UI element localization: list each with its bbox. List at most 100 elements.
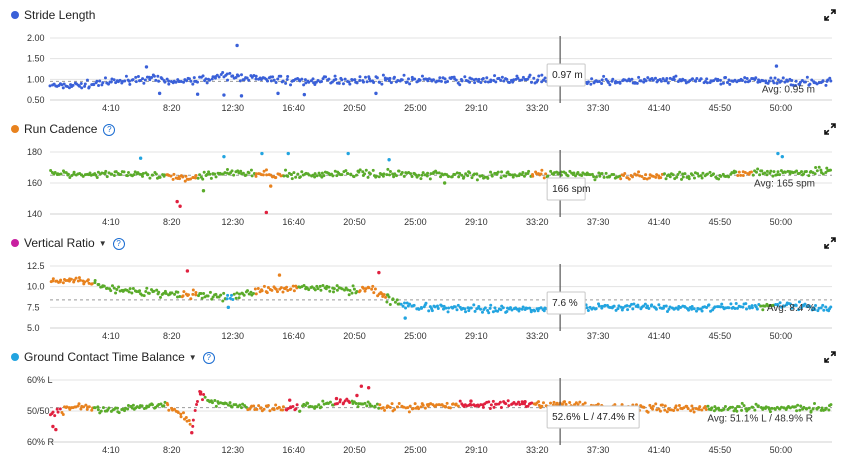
data-point — [642, 80, 646, 84]
data-point — [439, 175, 443, 179]
data-point — [368, 79, 372, 83]
data-point — [703, 404, 707, 408]
dropdown-caret-icon[interactable]: ▼ — [98, 239, 107, 248]
data-point — [77, 276, 81, 280]
data-point — [347, 293, 351, 297]
data-point — [282, 174, 286, 178]
data-point — [730, 171, 734, 175]
expand-arrows-icon[interactable] — [824, 237, 836, 249]
data-point — [242, 293, 246, 297]
data-point — [541, 401, 545, 405]
data-point — [188, 422, 192, 426]
data-point — [499, 78, 503, 82]
data-point — [700, 309, 704, 313]
data-point — [327, 77, 331, 81]
data-point — [487, 311, 491, 315]
data-point — [481, 77, 485, 81]
data-point — [260, 151, 264, 156]
data-point — [642, 304, 646, 308]
vertical-ratio-plot[interactable]: 12.5 10.0 7.5 5.0 4:10 8:20 12:30 16:40 20:50 25:… — [0, 236, 854, 346]
data-point — [198, 173, 202, 177]
data-point — [344, 169, 348, 173]
data-point — [274, 403, 278, 407]
data-point — [317, 403, 321, 407]
stride-length-plot[interactable]: 2.00 1.50 1.00 0.50 4:10 8:20 12:30 16:40 20:50 2… — [0, 8, 854, 118]
data-point — [176, 411, 180, 415]
data-point — [645, 304, 649, 308]
data-point — [817, 165, 821, 169]
data-point — [511, 175, 515, 179]
data-point — [254, 77, 258, 81]
data-point — [346, 172, 350, 176]
run-cadence-panel: Run Cadence? 180 160 140 4:10 8:20 12:30 16:40 2… — [0, 122, 854, 234]
data-point — [110, 172, 114, 176]
data-point — [355, 289, 359, 293]
data-point — [540, 168, 544, 172]
data-point — [79, 82, 83, 86]
x-tick-label: 41:40 — [648, 103, 671, 113]
data-point — [217, 75, 221, 79]
data-point — [269, 184, 273, 188]
x-tick-label: 8:20 — [163, 103, 181, 113]
data-point — [495, 172, 499, 176]
data-point — [691, 77, 695, 81]
help-circle-icon[interactable]: ? — [103, 124, 116, 136]
data-point — [526, 404, 530, 408]
help-circle-icon[interactable]: ? — [112, 238, 125, 250]
data-point — [783, 80, 787, 84]
data-point — [389, 81, 393, 85]
data-point — [716, 77, 720, 81]
stride-length-panel: Stride Length 2.00 1.50 1.00 0.50 4:10 8:20 12:… — [0, 8, 854, 120]
data-point — [382, 293, 386, 297]
gct-balance-plot[interactable]: 60% L 50/50 60% R 4:10 8:20 12:30 16:40 20:50 25… — [0, 350, 854, 460]
data-point — [454, 402, 458, 406]
data-point — [518, 402, 522, 406]
data-point — [489, 303, 493, 307]
data-point — [112, 174, 116, 178]
data-point — [173, 292, 177, 296]
data-point — [185, 79, 189, 83]
data-point — [110, 284, 114, 288]
data-point — [375, 76, 379, 80]
data-point — [365, 80, 369, 84]
data-point — [231, 74, 235, 78]
data-point — [401, 304, 405, 308]
data-point — [71, 83, 75, 87]
y-tick-label: 2.00 — [27, 33, 45, 43]
data-point — [61, 281, 65, 285]
data-point — [234, 403, 238, 407]
average-label: Avg: 0.95 m — [762, 84, 815, 95]
data-point — [140, 404, 144, 408]
expand-arrows-icon[interactable] — [824, 351, 836, 363]
data-point — [118, 78, 122, 82]
data-point — [662, 172, 666, 176]
data-point — [589, 82, 593, 86]
data-point — [659, 176, 663, 180]
data-point — [671, 173, 675, 177]
y-tick-label: 60% L — [27, 375, 53, 385]
help-circle-icon[interactable]: ? — [202, 352, 215, 364]
expand-arrows-icon[interactable] — [824, 9, 836, 21]
run-cadence-plot[interactable]: 180 160 140 4:10 8:20 12:30 16:40 20:50 25:00 29:… — [0, 122, 854, 232]
data-point — [375, 174, 379, 178]
data-point — [321, 284, 325, 288]
data-point — [802, 405, 806, 409]
data-point — [124, 74, 128, 78]
data-point — [388, 302, 392, 306]
data-point — [539, 172, 543, 176]
data-point — [315, 174, 319, 178]
data-point — [612, 304, 616, 308]
data-point — [85, 407, 89, 411]
data-point — [824, 83, 828, 87]
dropdown-caret-icon[interactable]: ▼ — [188, 353, 197, 362]
data-point — [361, 170, 365, 174]
data-point — [228, 71, 232, 75]
data-point — [189, 297, 193, 301]
data-point — [67, 86, 71, 90]
data-point — [798, 80, 802, 84]
data-point — [163, 173, 167, 177]
data-point — [737, 405, 741, 409]
expand-arrows-icon[interactable] — [824, 123, 836, 135]
data-point — [352, 287, 356, 291]
data-point — [85, 78, 89, 82]
